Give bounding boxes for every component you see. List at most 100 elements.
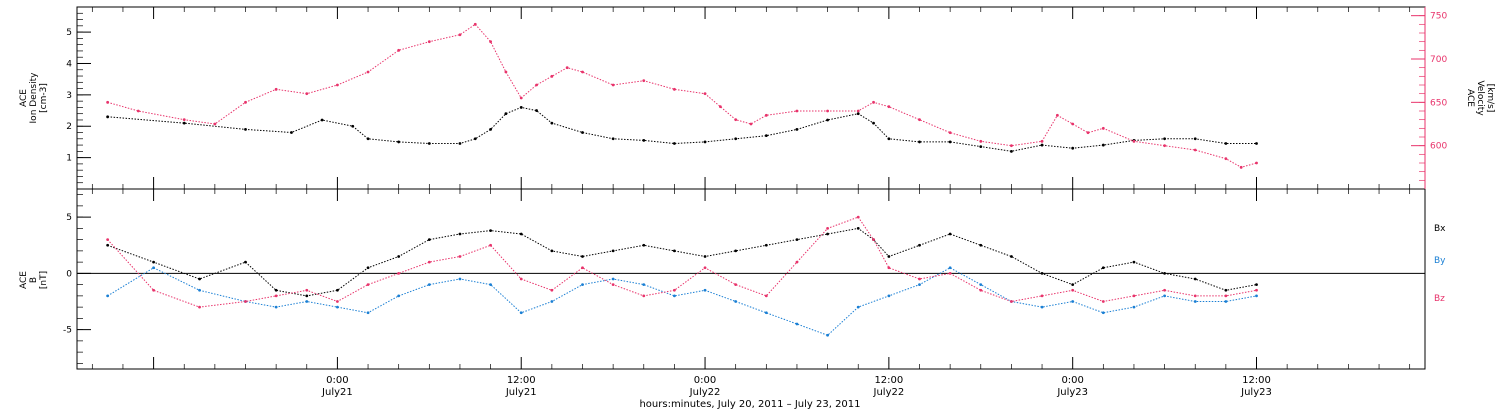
bz-point: [397, 271, 401, 275]
velocity-point: [918, 118, 921, 122]
bz-line: [107, 216, 1257, 308]
density-point: [1255, 142, 1258, 145]
bz-point: [1071, 288, 1075, 292]
bx-point: [856, 226, 860, 230]
bx-point: [948, 232, 952, 236]
bx-point: [734, 249, 738, 253]
bx-point: [611, 249, 615, 253]
by-point: [1040, 305, 1044, 309]
b-ylabel-line1: ACE: [19, 271, 29, 289]
legend-bx: Bx: [1434, 224, 1446, 234]
velocity-point: [1132, 139, 1136, 143]
velocity-point: [106, 100, 110, 104]
by-point: [795, 322, 799, 326]
by-point: [673, 294, 676, 298]
plot-marks: 12345600650700750-5050:00July2112:00July…: [63, 7, 1447, 398]
by-point: [397, 294, 401, 298]
velocity-point: [504, 70, 508, 74]
density-tick-label: 3: [66, 91, 72, 101]
bz-point: [305, 288, 309, 292]
bx-point: [979, 243, 983, 247]
velocity-point: [1040, 139, 1044, 143]
by-point: [1071, 300, 1075, 303]
density-point: [458, 142, 462, 145]
velocity-point: [948, 131, 952, 135]
bz-point: [795, 260, 799, 264]
density-point: [795, 127, 799, 131]
density-point: [473, 137, 477, 141]
bx-point: [1040, 271, 1044, 275]
bx-point: [1255, 283, 1258, 287]
velocity-point: [1071, 122, 1075, 126]
by-point: [611, 277, 615, 281]
bx-line: [107, 227, 1257, 297]
x-tick-date: July22: [689, 387, 721, 398]
by-point: [550, 300, 554, 303]
density-point: [1101, 143, 1105, 147]
bz-point: [1010, 300, 1013, 303]
x-tick-time: 0:00: [1061, 375, 1083, 386]
bz-point: [519, 277, 523, 281]
bz-point: [872, 238, 875, 242]
x-tick-date: July23: [1056, 387, 1088, 398]
density-point: [611, 137, 615, 141]
velocity-point: [1224, 157, 1228, 161]
b-ylabel-line3: [nT]: [39, 271, 49, 289]
by-point: [152, 266, 155, 270]
bz-point: [887, 266, 891, 270]
density-point: [351, 124, 355, 128]
density-point: [1224, 142, 1228, 145]
velocity-point: [718, 105, 722, 109]
velocity-point: [473, 22, 477, 26]
velocity-point: [305, 92, 309, 96]
bx-point: [550, 249, 554, 253]
density-point: [826, 118, 829, 122]
by-point: [642, 283, 646, 287]
velocity-point: [581, 70, 584, 74]
velocity-ylabel-line1: ACE: [1465, 89, 1475, 107]
bottom-panel-frame: [76, 188, 1426, 370]
bz-point: [550, 288, 554, 292]
bz-point: [106, 238, 110, 242]
bx-point: [427, 238, 431, 242]
density-point: [948, 140, 952, 144]
x-tick-time: 12:00: [507, 375, 536, 386]
density-point: [856, 112, 860, 116]
bx-point: [366, 266, 370, 270]
bx-point: [887, 255, 891, 258]
bx-point: [198, 277, 201, 281]
velocity-tick-label: 650: [1430, 98, 1447, 108]
bz-point: [198, 305, 201, 309]
velocity-point: [1239, 165, 1243, 169]
bx-point: [305, 294, 309, 298]
velocity-point: [673, 87, 676, 91]
velocity-point: [887, 105, 891, 109]
by-line: [107, 267, 1257, 336]
velocity-point: [535, 83, 538, 87]
density-ylabel-line3: [cm-3]: [39, 83, 49, 113]
by-point: [948, 266, 952, 270]
velocity-point: [136, 109, 140, 113]
bz-point: [427, 260, 431, 264]
b-tick-label: -5: [63, 326, 72, 336]
bz-point: [1193, 294, 1197, 298]
velocity-point: [244, 100, 247, 104]
density-point: [872, 121, 875, 125]
bz-point: [366, 283, 370, 287]
density-tick-label: 2: [66, 122, 72, 132]
bx-point: [1010, 255, 1013, 258]
density-point: [673, 142, 676, 145]
bx-point: [1132, 260, 1136, 264]
bz-point: [979, 288, 983, 292]
velocity-point: [1055, 113, 1059, 117]
bz-point: [1163, 288, 1166, 292]
bz-point: [856, 215, 860, 219]
velocity-point: [642, 79, 646, 83]
density-point: [1163, 137, 1166, 141]
by-point: [274, 305, 278, 309]
x-tick-time: 0:00: [694, 375, 716, 386]
bz-point: [703, 266, 707, 270]
by-point: [581, 283, 584, 287]
density-point: [1193, 137, 1197, 141]
by-point: [489, 283, 492, 287]
